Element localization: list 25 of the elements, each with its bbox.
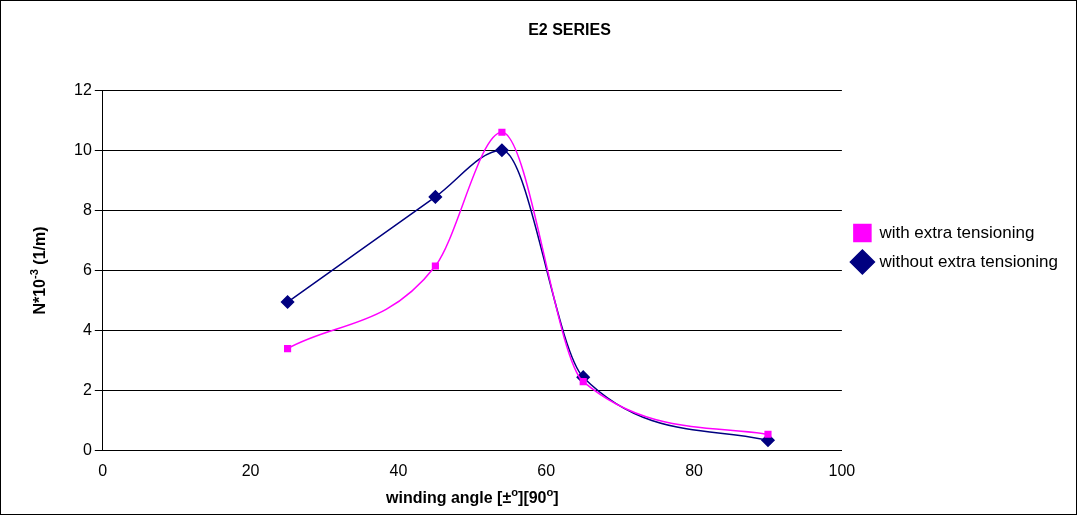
chart-title: E2 SERIES	[528, 21, 612, 39]
point	[495, 143, 509, 158]
x-tick-label: 100	[828, 461, 856, 479]
legend-label: without extra tensioning	[878, 251, 1058, 271]
point	[498, 128, 506, 136]
point	[428, 190, 443, 204]
point	[431, 262, 439, 270]
legend-label: with extra tensioning	[878, 222, 1035, 242]
y-tick-label: 2	[82, 381, 92, 399]
x-tick-label: 20	[241, 461, 260, 479]
y-tick-label: 4	[82, 321, 92, 339]
point	[280, 295, 295, 309]
x-tick-label: 0	[98, 461, 108, 479]
y-tick-label: 0	[82, 441, 92, 459]
y-tick-label: 10	[74, 140, 92, 158]
point	[283, 345, 292, 353]
x-tick-label: 40	[389, 461, 408, 479]
y-tick-label: 12	[74, 80, 92, 98]
x-tick-label: 80	[685, 461, 704, 479]
y-tick-label: 6	[82, 260, 92, 278]
y-tick-label: 8	[82, 200, 92, 218]
point	[579, 378, 587, 386]
x-tick-label: 60	[537, 461, 556, 479]
point	[764, 430, 772, 438]
y-axis-title: N*10-3 (1/m)	[28, 226, 49, 315]
